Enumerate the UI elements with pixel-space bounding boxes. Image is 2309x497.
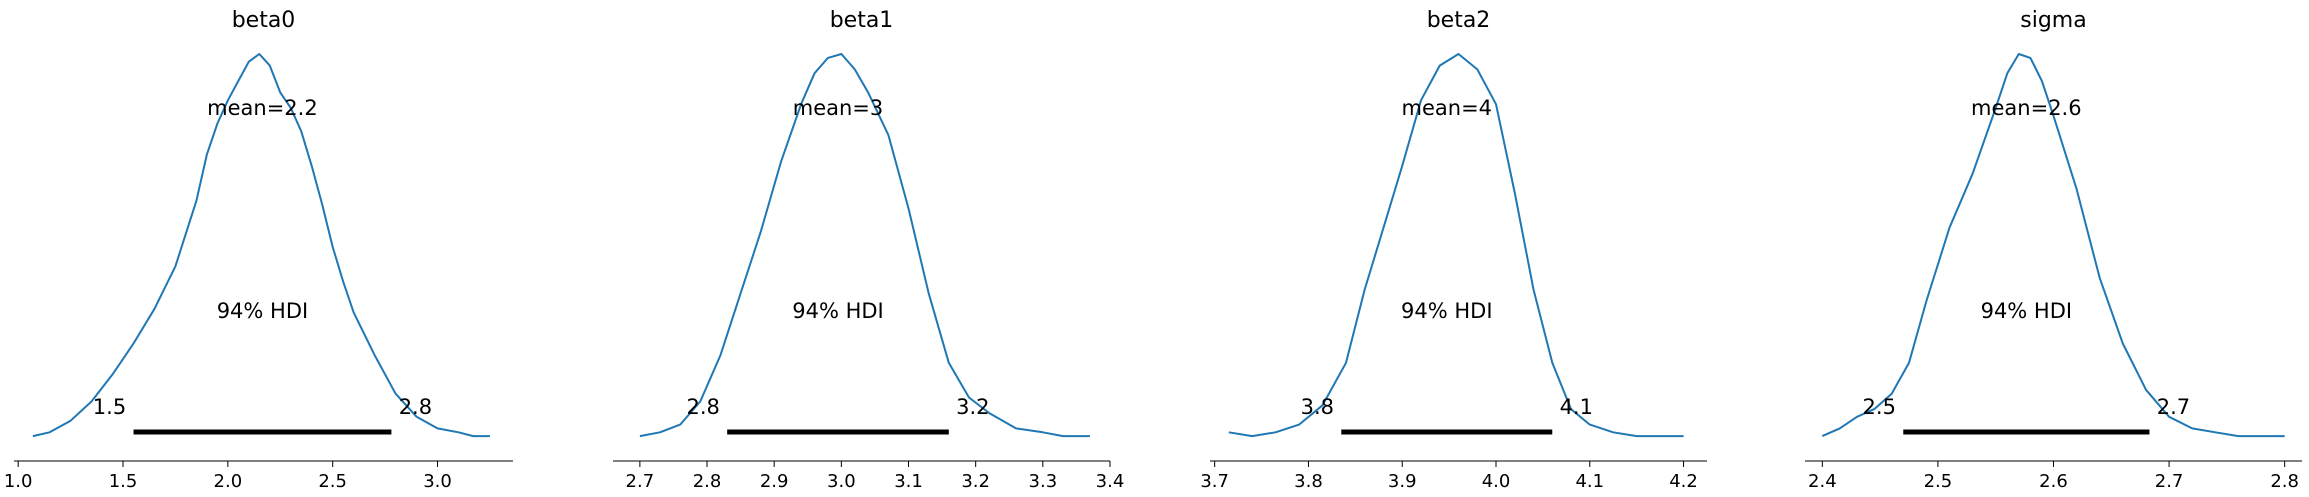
- x-tick-label: 2.4: [1808, 471, 1837, 492]
- x-tick-label: 3.9: [1388, 471, 1417, 492]
- hdi-low-label: 2.8: [686, 395, 719, 419]
- x-tick-label: 2.8: [693, 471, 722, 492]
- mean-label: mean=2.2: [207, 96, 318, 120]
- x-tick-label: 2.6: [2039, 471, 2068, 492]
- x-tick-label: 3.3: [1029, 471, 1058, 492]
- panel-beta1: 2.7 2.8 2.9 3.0 3.1 3.2 3.3 3.4 beta1 mean=3 94% H…: [613, 8, 1124, 492]
- density-curve: [32, 53, 490, 438]
- hdi-label: 94% HDI: [792, 299, 884, 323]
- hdi-low-label: 3.8: [1301, 395, 1334, 419]
- x-tick-label: 2.5: [318, 471, 347, 492]
- panel-title: beta1: [830, 8, 894, 33]
- x-tick-label: 2.7: [2155, 471, 2184, 492]
- hdi-high-label: 3.2: [956, 395, 989, 419]
- x-tick-label: 4.2: [1669, 471, 1698, 492]
- density-curve: [1228, 53, 1684, 438]
- mean-label: mean=3: [793, 96, 884, 120]
- x-tick-label: 3.1: [894, 471, 923, 492]
- x-tick-label: 3.4: [1096, 471, 1125, 492]
- density-curve: [1821, 53, 2285, 438]
- x-tick-label: 3.2: [961, 471, 990, 492]
- panel-title: beta2: [1427, 8, 1491, 33]
- x-tick-label: 2.8: [2270, 471, 2299, 492]
- hdi-label: 94% HDI: [1401, 299, 1493, 323]
- x-tick-label: 3.7: [1200, 471, 1229, 492]
- x-tick-label: 3.8: [1294, 471, 1323, 492]
- x-tick-label: 3.0: [827, 471, 856, 492]
- hdi-high-label: 4.1: [1560, 395, 1593, 419]
- hdi-high-label: 2.8: [399, 395, 432, 419]
- x-tick-label: 2.0: [214, 471, 243, 492]
- x-tick-label: 1.5: [109, 471, 138, 492]
- x-tick-label: 4.0: [1482, 471, 1511, 492]
- density-curve: [639, 53, 1090, 438]
- mean-label: mean=2.6: [1971, 96, 2082, 120]
- panel-title: sigma: [2020, 8, 2086, 33]
- panel-sigma: 2.4 2.5 2.6 2.7 2.8 sigma mean=2.6 94% HDI 2.5 2.…: [1805, 8, 2302, 492]
- x-tick-label: 2.9: [760, 471, 789, 492]
- hdi-label: 94% HDI: [217, 299, 309, 323]
- hdi-low-label: 2.5: [1863, 395, 1896, 419]
- x-tick-label: 2.7: [626, 471, 655, 492]
- panel-beta0: 1.0 1.5 2.0 2.5 3.0 beta0 mean=2.2 94% HDI 1.5 2.…: [4, 8, 513, 492]
- hdi-high-label: 2.7: [2157, 395, 2190, 419]
- x-tick-label: 2.5: [1924, 471, 1953, 492]
- panel-title: beta0: [232, 8, 296, 33]
- x-tick-label: 1.0: [4, 471, 33, 492]
- x-tick-label: 3.0: [423, 471, 452, 492]
- hdi-label: 94% HDI: [1981, 299, 2073, 323]
- mean-label: mean=4: [1402, 96, 1493, 120]
- x-tick-label: 4.1: [1575, 471, 1604, 492]
- hdi-low-label: 1.5: [93, 395, 126, 419]
- panel-beta2: 3.7 3.8 3.9 4.0 4.1 4.2 beta2 mean=4 94% HDI 3.8 4…: [1200, 8, 1707, 492]
